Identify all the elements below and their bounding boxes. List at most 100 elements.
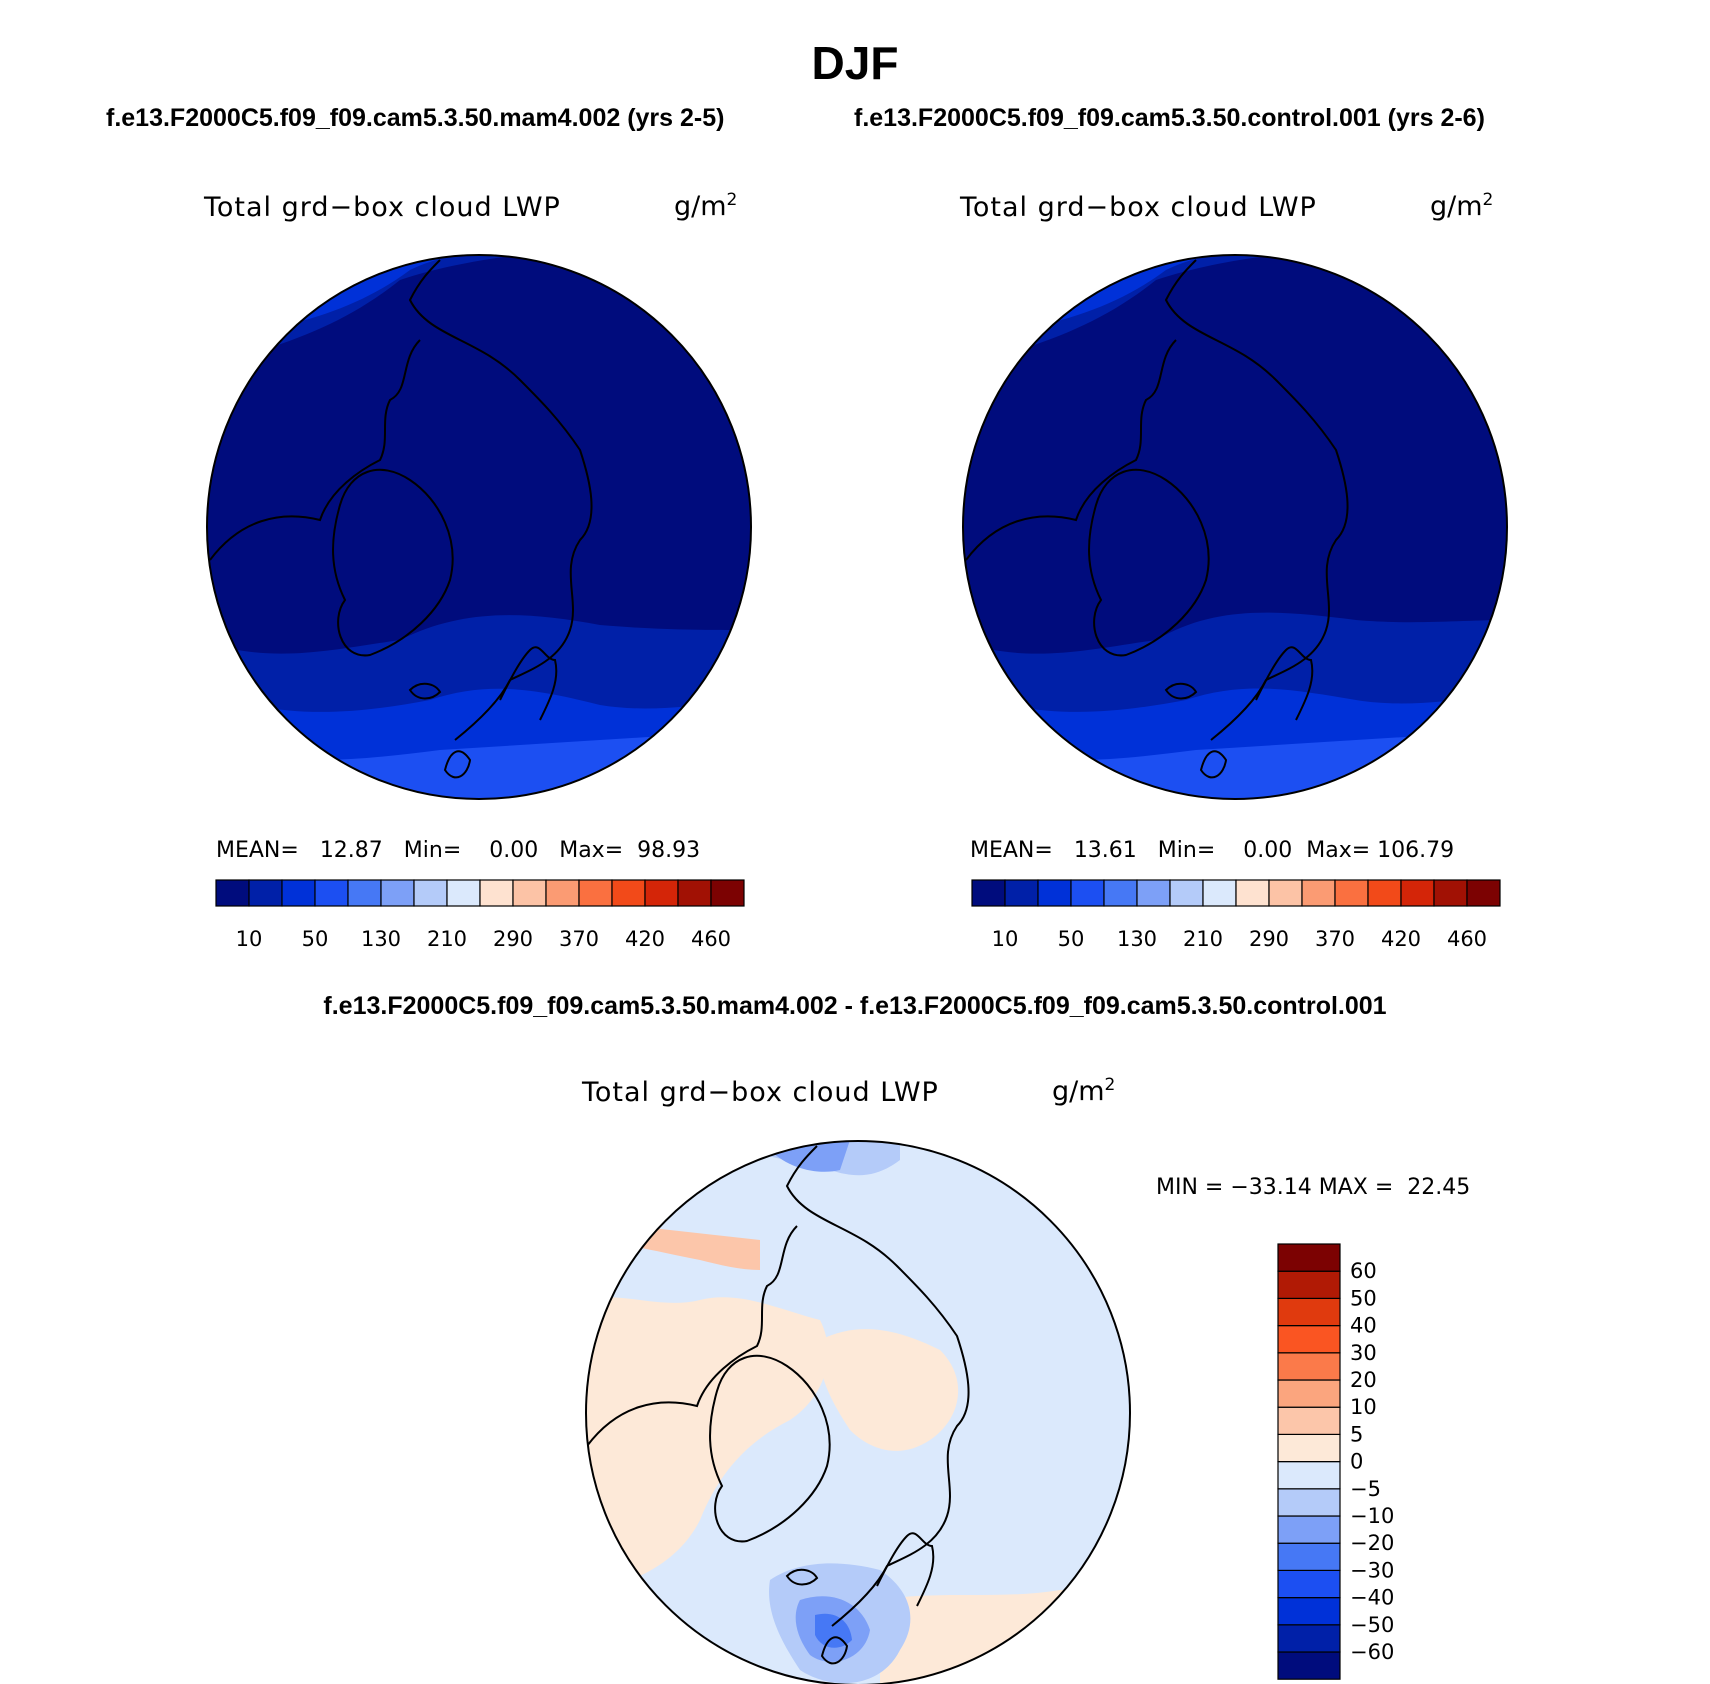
panel1-colorbar-tick-label: 460: [691, 927, 731, 951]
panel1-colorbar-cell: [446, 879, 481, 907]
panel1-colorbar-cell: [347, 879, 382, 907]
panel1-colorbar-cell: [677, 879, 712, 907]
diff-colorbar-tick-label: 5: [1350, 1422, 1363, 1446]
panel2-colorbar-cell: [1334, 879, 1369, 907]
diff-colorbar-cell: [1277, 1379, 1341, 1408]
panel2-max: 106.79: [1377, 838, 1455, 863]
panel1-colorbar-cell: [314, 879, 349, 907]
panel1-max: 98.93: [637, 838, 701, 863]
panel2-colorbar-tick-label: 10: [992, 927, 1019, 951]
diff-colorbar-cell: [1277, 1460, 1341, 1490]
diff-colorbar-cell: [1277, 1515, 1341, 1544]
panel2-coastline-scandinavia: [1255, 646, 1314, 721]
panel2-colorbar-tick-label: 210: [1183, 927, 1223, 951]
diff-coastline-uk: [820, 1636, 849, 1665]
diff-colorbar-tick-label: 0: [1350, 1450, 1363, 1474]
panel1-coastline-scandinavia: [499, 646, 558, 721]
panel1-units: g/m2: [674, 190, 738, 222]
panel1-map-border: [206, 254, 752, 800]
panel2-coastline-canada: [965, 339, 1177, 561]
panel2-map-border: [962, 254, 1508, 800]
diff-units: g/m2: [1052, 1075, 1116, 1107]
diff-colorbar-tick-label: −10: [1350, 1504, 1394, 1528]
panel1-colorbar-cell: [281, 879, 316, 907]
panel1-colorbar-cell: [710, 879, 745, 907]
panel2-colorbar-cell: [1301, 879, 1336, 907]
panel2-units: g/m2: [1430, 190, 1494, 222]
diff-colorbar-cell: [1277, 1624, 1341, 1653]
panel1-colorbar-tick-label: 210: [427, 927, 467, 951]
panel1-coastline-uk: [443, 750, 472, 779]
diff-colorbar-cell: [1277, 1270, 1341, 1299]
panel2-variable-label: Total grd−box cloud LWP: [960, 192, 1317, 223]
diff-colorbar-cell: [1277, 1433, 1341, 1463]
panel2-colorbar: 10 50 130 210 290 370 420 460: [971, 879, 1501, 951]
diff-colorbar-tick-label: 30: [1350, 1341, 1377, 1365]
panel1-colorbar-tick-label: 290: [493, 927, 533, 951]
panel2-coastline-iceland: [1164, 682, 1198, 700]
panel1-max-label: Max=: [559, 838, 624, 863]
panel2-colorbar-cell: [1037, 879, 1072, 907]
panel2-max-label: Max=: [1306, 838, 1371, 863]
diff-colorbar-tick-label: −50: [1350, 1613, 1394, 1637]
diff-coastline-greenland: [709, 1354, 831, 1543]
diff-colorbar-cell: [1277, 1352, 1341, 1381]
panel1-colorbar-tick-label: 130: [361, 927, 401, 951]
panel2-map: [963, 255, 1507, 799]
panel2-colorbar-tick-label: 420: [1381, 927, 1421, 951]
panel1-map: [207, 255, 751, 799]
diff-colorbar-tick-label: −60: [1350, 1640, 1394, 1664]
panel1-mean-label: MEAN=: [216, 838, 299, 863]
diff-stats: MIN = −33.14 MAX = 22.45: [1156, 1175, 1471, 1200]
panel1-min: 0.00: [489, 838, 539, 863]
panel2-coastline-greenland: [1088, 468, 1210, 657]
diff-colorbar-tick-label: 40: [1350, 1314, 1377, 1338]
panel1-colorbar-tick-label: 10: [236, 927, 263, 951]
diff-colorbar-cell: [1277, 1488, 1341, 1517]
panel1-coastline-greenland: [332, 468, 454, 657]
panel1-min-label: Min=: [403, 838, 462, 863]
panel2-colorbar-cell: [1070, 879, 1105, 907]
diff-fill-positive-west: [586, 1297, 828, 1600]
panel1-colorbar-cell: [380, 879, 415, 907]
panel1-colorbar: 10 50 130 210 290 370 420 460: [215, 879, 745, 951]
diff-colorbar-tick-label: 20: [1350, 1368, 1377, 1392]
panel1-colorbar-cell: [578, 879, 613, 907]
diff-variable-label: Total grd−box cloud LWP: [582, 1077, 939, 1108]
panel2-coastline-eurasia: [1164, 259, 1349, 741]
diff-colorbar-tick-label: −20: [1350, 1531, 1394, 1555]
diff-colorbar-cell: [1277, 1324, 1341, 1354]
panel1-colorbar-cell: [479, 879, 514, 907]
panel2-min: 0.00: [1243, 838, 1293, 863]
panel2-coastline-uk: [1199, 750, 1228, 779]
diff-colorbar-cell: [1277, 1542, 1341, 1571]
panel2-colorbar-tick-label: 460: [1447, 927, 1487, 951]
panel1-colorbar-cell: [545, 879, 580, 907]
diff-colorbar-tick-label: 50: [1350, 1286, 1377, 1310]
panel2-colorbar-cell: [1235, 879, 1270, 907]
panel1-colorbar-cell: [248, 879, 283, 907]
panel2-mean: 13.61: [1073, 838, 1137, 863]
panel2-stats: MEAN= 13.61 Min= 0.00 Max= 106.79: [970, 838, 1454, 863]
panel2-colorbar-cell: [1268, 879, 1303, 907]
panel1-mean: 12.87: [319, 838, 383, 863]
subtitle-left: f.e13.F2000C5.f09_f09.cam5.3.50.mam4.002…: [106, 104, 725, 132]
panel1-colorbar-cell: [611, 879, 646, 907]
panel1-coastline-iceland: [408, 682, 442, 700]
diff-colorbar-tick-label: −5: [1350, 1477, 1381, 1501]
diff-coastline-iceland: [785, 1568, 819, 1586]
panel2-colorbar-cell: [1433, 879, 1468, 907]
panel1-colorbar-tick-label: 420: [625, 927, 665, 951]
panel1-colorbar-cell: [215, 879, 250, 907]
panel2-colorbar-cell: [971, 879, 1006, 907]
diff-coastline-canada: [586, 1225, 798, 1447]
panel2-colorbar-cell: [1103, 879, 1138, 907]
diff-fill-positive-center: [819, 1329, 959, 1451]
panel2-colorbar-cell: [1169, 879, 1204, 907]
panel2-colorbar-tick-label: 130: [1117, 927, 1157, 951]
panel1-colorbar-tick-label: 50: [302, 927, 329, 951]
panel1-coastline-canada: [209, 339, 421, 561]
diff-colorbar-cell: [1277, 1651, 1341, 1680]
diff-colorbar-cell: [1277, 1406, 1341, 1435]
page-title: DJF: [811, 37, 899, 89]
